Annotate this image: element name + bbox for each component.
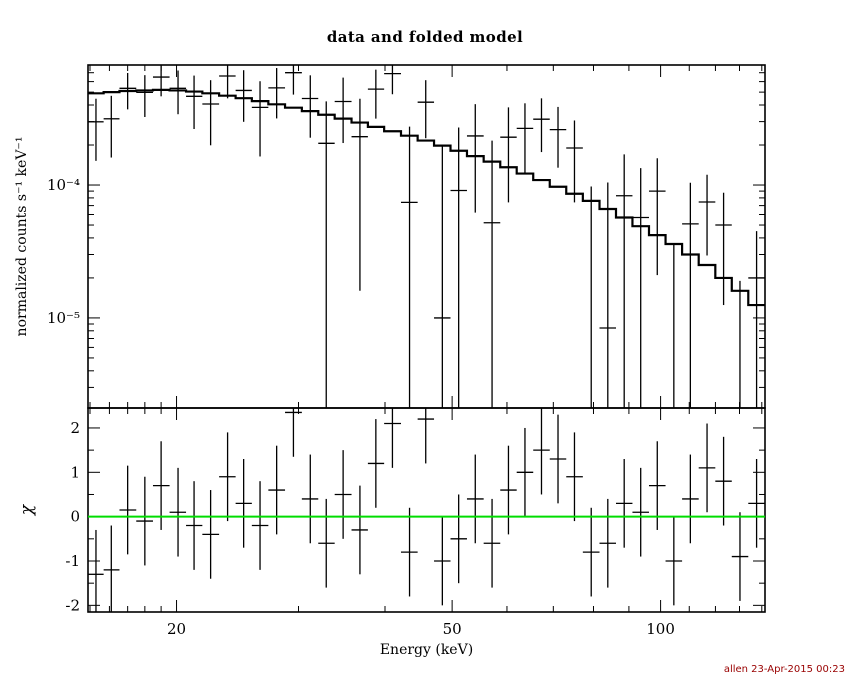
- top-y-axis-label: normalized counts s⁻¹ keV⁻¹: [14, 137, 30, 337]
- axis-tick-labels: 20 50 100 10⁻⁴ 10⁻⁵ -2 -1 0 1 2: [47, 176, 675, 638]
- top-panel-frame: [87, 64, 766, 409]
- svg-text:20: 20: [167, 620, 186, 638]
- svg-text:-1: -1: [65, 552, 80, 570]
- watermark-user-timestamp: allen 23-Apr-2015 00:23: [723, 664, 845, 675]
- folded-model-step-line: [88, 88, 765, 307]
- svg-text:1: 1: [70, 463, 80, 481]
- chi-axis-label: χ: [17, 503, 37, 516]
- bottom-panel-frame: [87, 407, 766, 613]
- svg-text:0: 0: [70, 508, 80, 526]
- spectrum-data-points: [88, 65, 765, 408]
- svg-text:100: 100: [646, 620, 675, 638]
- chi-residual-points: [88, 408, 765, 612]
- svg-text:10⁻⁴: 10⁻⁴: [47, 176, 80, 194]
- svg-text:50: 50: [443, 620, 462, 638]
- axis-titles: Energy (keV) normalized counts s⁻¹ keV⁻¹ χ: [14, 137, 473, 658]
- axis-ticks: [88, 65, 765, 612]
- x-axis-label: Energy (keV): [380, 642, 473, 658]
- svg-text:10⁻⁵: 10⁻⁵: [47, 309, 80, 327]
- svg-text:2: 2: [70, 419, 80, 437]
- plot-title: data and folded model: [326, 28, 524, 46]
- svg-text:-2: -2: [65, 596, 80, 614]
